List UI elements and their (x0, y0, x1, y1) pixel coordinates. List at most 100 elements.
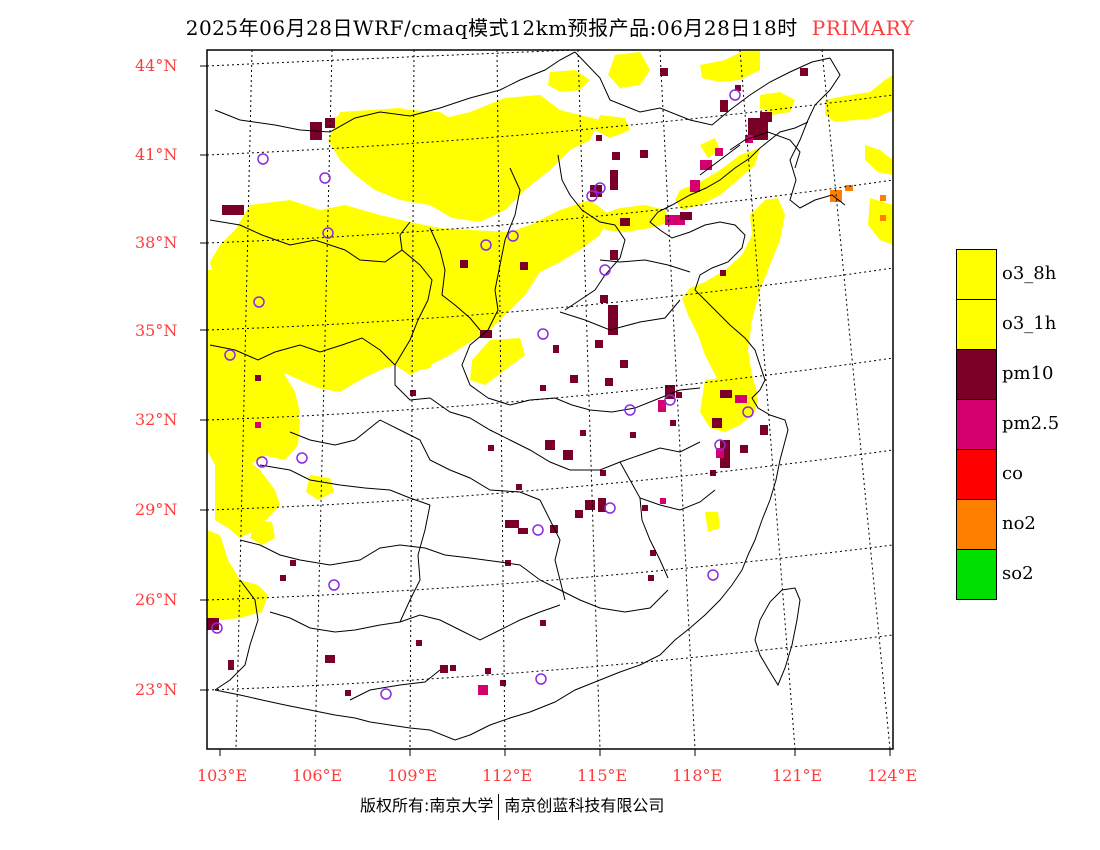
pollutant-cell (715, 148, 723, 156)
pollutant-cell (255, 422, 261, 428)
pollutant-cell (518, 528, 528, 534)
pollutant-cell (880, 195, 886, 201)
map-title: 2025年06月28日WRF/cmaq模式12km预报产品:06月28日18时 P… (0, 12, 1100, 41)
pollutant-cell (658, 400, 666, 412)
pollutant-cell (575, 510, 583, 518)
pollutant-cell (460, 260, 468, 268)
pollutant-cell (608, 305, 618, 335)
pollutant-cell (720, 440, 730, 468)
pollutant-cell (735, 395, 747, 403)
map-frame (206, 49, 894, 750)
province-boundaries (209, 51, 846, 719)
pollutant-cell (595, 340, 603, 348)
pollutant-cell (690, 180, 700, 192)
station-marker (537, 328, 549, 340)
station-marker (224, 349, 236, 361)
legend-swatch (956, 499, 997, 550)
pollutant-cell (255, 375, 261, 381)
legend-swatch (956, 399, 997, 450)
legend-label: pm2.5 (1002, 413, 1060, 434)
pollutant-cell (598, 498, 606, 512)
station-marker (211, 622, 223, 634)
pollutant-cell (676, 392, 682, 398)
lon-label-109e: 109°E (387, 766, 438, 785)
station-marker (599, 264, 611, 276)
station-marker (480, 239, 492, 251)
pollutant-cell (720, 390, 732, 398)
graticule (207, 50, 893, 749)
station-marker (319, 172, 331, 184)
lon-label-103e: 103°E (197, 766, 248, 785)
pollutant-cell (596, 135, 602, 141)
pollutant-cell (505, 520, 519, 528)
pollutant-cell (665, 215, 685, 225)
station-marker (604, 502, 616, 514)
pollutant-cell (480, 330, 492, 338)
lat-label-35n: 35°N (135, 321, 178, 340)
coastline (354, 121, 809, 741)
legend-label: co (1002, 463, 1023, 484)
legend-label: no2 (1002, 513, 1036, 534)
copyright-footer: 版权所有:南京大学 南京创蓝科技有限公司 (360, 792, 664, 820)
primary-tag: PRIMARY (811, 16, 915, 40)
pollutant-cell (660, 68, 668, 76)
station-marker (742, 406, 754, 418)
pollutant-cell (700, 160, 712, 170)
pollutant-cell (748, 118, 768, 140)
station-marker (507, 230, 519, 242)
station-marker (256, 456, 268, 468)
pollutant-cell (520, 262, 528, 270)
pollutant-cell (712, 418, 722, 428)
legend-label: so2 (1002, 563, 1034, 584)
o3-primary-areas (207, 50, 893, 620)
taiwan-island (754, 587, 801, 687)
copyright-company: 南京创蓝科技有限公司 (504, 796, 665, 815)
pollutant-cell (345, 690, 351, 696)
legend-label: pm10 (1002, 363, 1054, 384)
lon-label-118e: 118°E (672, 766, 723, 785)
pollutant-cell (845, 185, 853, 191)
pollutant-cell (760, 112, 772, 122)
pollutant-cell (478, 685, 488, 695)
station-marker (296, 452, 308, 464)
lat-label-23n: 23°N (135, 680, 178, 699)
pollutant-cell (545, 440, 555, 450)
pollutant-cell (228, 660, 234, 670)
station-marker (586, 190, 598, 202)
lat-label-29n: 29°N (135, 500, 178, 519)
lon-label-106e: 106°E (292, 766, 343, 785)
pollutant-cell (563, 450, 573, 460)
pollutant-cell (648, 575, 654, 581)
pollutant-cell (665, 385, 675, 399)
copyright-owner: 版权所有:南京大学 (360, 796, 494, 815)
pollutant-cell (720, 100, 728, 112)
pollutant-cell (450, 665, 456, 671)
pollutant-cell (610, 170, 618, 190)
pollutant-cell (222, 205, 244, 215)
legend-swatch (956, 449, 997, 500)
lat-label-38n: 38°N (135, 233, 178, 252)
pollutant-cell (600, 470, 606, 476)
pollutant-cell (325, 118, 335, 128)
legend-swatch (956, 249, 997, 300)
station-marker (322, 227, 334, 239)
pollutant-cell (880, 215, 886, 221)
pollutant-cell (600, 295, 608, 303)
lon-label-115e: 115°E (577, 766, 628, 785)
pollutant-cell (650, 550, 656, 556)
pollutant-cell (640, 150, 648, 158)
lat-label-32n: 32°N (135, 410, 178, 429)
city-station-markers (211, 89, 754, 700)
axis-ticks (200, 65, 891, 756)
legend-label: o3_1h (1002, 313, 1057, 334)
pollutant-cell (500, 680, 506, 686)
station-marker (253, 296, 265, 308)
pollutant-cell (440, 665, 448, 673)
title-text: 2025年06月28日WRF/cmaq模式12km预报产品:06月28日18时 (185, 16, 798, 40)
lat-label-44n: 44°N (135, 56, 178, 75)
pollutant-cell (680, 212, 692, 220)
pollutant-cell (553, 345, 559, 353)
pollutant-cell (610, 250, 618, 260)
pollutant-cell (290, 560, 296, 566)
lon-label-112e: 112°E (482, 766, 533, 785)
